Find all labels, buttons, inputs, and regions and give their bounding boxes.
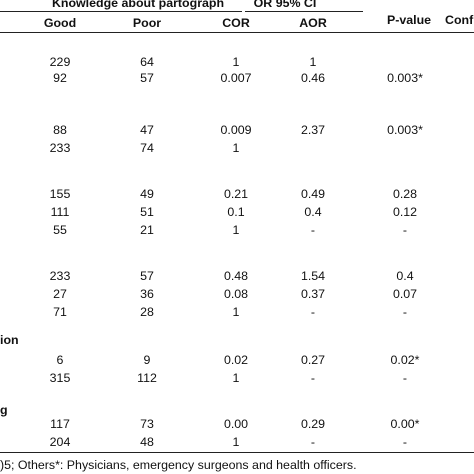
row-label-training: g (0, 403, 8, 417)
cell-good: 155 (49, 187, 71, 201)
cell-aor: 0.4 (304, 205, 322, 219)
cell-good: 6 (56, 353, 64, 367)
cell-good: 229 (49, 55, 71, 69)
cell-cor: 1 (232, 223, 240, 237)
cell-poor: 112 (137, 371, 157, 385)
cell-aor: 0.46 (300, 71, 326, 85)
cell-aor: - (310, 371, 316, 385)
cell-aor: 1 (309, 55, 317, 69)
cell-good: 71 (53, 305, 67, 319)
cell-poor: 51 (140, 205, 154, 219)
cell-poor: 21 (140, 223, 154, 237)
cell-p: 0.4 (396, 269, 414, 283)
cell-p: 0.28 (392, 187, 418, 201)
header-cor: COR (222, 16, 250, 30)
cell-poor: 49 (140, 187, 154, 201)
cell-cor: 0.009 (220, 123, 252, 137)
header-bottom-rule (0, 32, 474, 33)
header-or-group: OR 95% CI (253, 0, 317, 10)
cell-poor: 57 (140, 71, 154, 85)
cell-cor: 0.21 (223, 187, 249, 201)
header-p-value: P-value (386, 13, 432, 27)
cell-cor: 0.02 (223, 353, 249, 367)
table-footnote: )5; Others*: Physicians, emergency surge… (0, 458, 357, 472)
cell-aor: 1.54 (300, 269, 326, 283)
table-bottom-rule (0, 452, 474, 453)
cell-p: 0.003* (387, 71, 423, 85)
cell-p: 0.07 (392, 287, 418, 301)
cell-poor: 36 (140, 287, 154, 301)
cell-poor: 74 (140, 141, 154, 155)
cell-aor: 0.29 (300, 417, 326, 431)
header-poor: Poor (132, 16, 162, 30)
cell-cor: 0.00 (223, 417, 249, 431)
cell-cor: 0.48 (223, 269, 249, 283)
cell-good: 55 (53, 223, 67, 237)
cell-aor: 0.49 (300, 187, 326, 201)
cell-poor: 64 (140, 55, 154, 69)
cell-good: 233 (49, 141, 71, 155)
cell-p: 0.00* (390, 417, 420, 431)
header-good: Good (43, 16, 77, 30)
cell-p: 0.12 (392, 205, 418, 219)
cell-p: 0.02* (390, 353, 420, 367)
cell-aor: 0.27 (300, 353, 326, 367)
cell-p: - (402, 435, 408, 449)
header-confidence-cut: Conf (445, 13, 474, 27)
cell-aor: 0.37 (300, 287, 326, 301)
cell-poor: 9 (143, 353, 151, 367)
cell-good: 88 (53, 123, 67, 137)
cell-good: 27 (53, 287, 67, 301)
cell-cor: 0.08 (223, 287, 249, 301)
cell-poor: 47 (140, 123, 154, 137)
header-or-underline (245, 11, 363, 12)
row-label-profession: ion (0, 333, 19, 347)
cell-aor: - (310, 435, 316, 449)
cell-poor: 28 (140, 305, 154, 319)
cell-aor: 2.37 (300, 123, 326, 137)
cell-cor: 1 (232, 55, 240, 69)
cell-p: - (402, 305, 408, 319)
cell-cor: 1 (232, 435, 240, 449)
cell-good: 117 (50, 417, 70, 431)
cell-p: - (402, 371, 408, 385)
cell-poor: 48 (140, 435, 154, 449)
cell-aor: - (310, 305, 316, 319)
cell-cor: 0.007 (220, 71, 252, 85)
cell-poor: 57 (140, 269, 154, 283)
cell-good: 92 (53, 71, 67, 85)
cell-cor: 1 (232, 305, 240, 319)
header-aor: AOR (299, 16, 327, 30)
cell-aor: - (310, 223, 316, 237)
cell-good: 233 (49, 269, 71, 283)
cell-poor: 73 (140, 417, 154, 431)
header-knowledge-underline (0, 11, 242, 12)
cell-good: 111 (50, 205, 70, 219)
cell-p: - (402, 223, 408, 237)
cell-cor: 1 (232, 141, 240, 155)
cell-p: 0.003* (387, 123, 423, 137)
cell-cor: 1 (232, 371, 240, 385)
header-knowledge-group: Knowledge about partograph (51, 0, 225, 10)
cell-good: 315 (49, 371, 71, 385)
cell-good: 204 (49, 435, 71, 449)
cell-cor: 0.1 (227, 205, 245, 219)
